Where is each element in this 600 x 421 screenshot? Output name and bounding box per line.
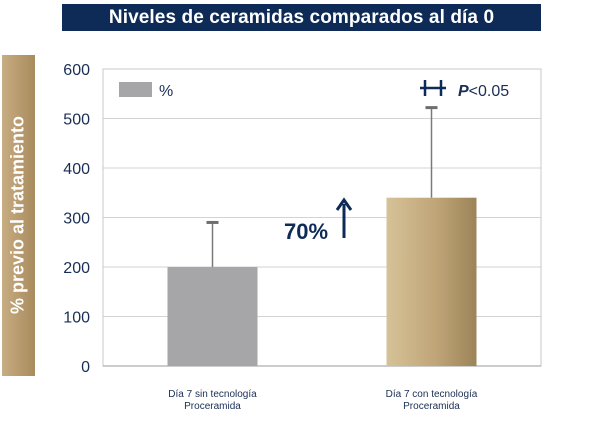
y-tick-label: 600 [63, 62, 90, 79]
bar [167, 267, 258, 366]
x-tick-label: Día 7 con tecnología Proceramida [386, 389, 478, 412]
increase-annotation: 70% [284, 197, 353, 244]
arrow-up-icon [335, 197, 353, 238]
y-tick-labels: 0 100 200 300 400 500 600 [63, 62, 90, 376]
legend-label: % [159, 83, 173, 100]
svg-text:P<0.05: P<0.05 [458, 83, 509, 100]
p-value: <0.05 [469, 83, 510, 100]
bar [386, 197, 477, 366]
chart-title-banner: Niveles de ceramidas comparados al día 0 [62, 4, 541, 31]
y-tick-label: 100 [63, 310, 90, 327]
legend: % [119, 82, 173, 100]
y-tick-label: 0 [81, 359, 90, 376]
y-tick-label: 500 [63, 112, 90, 129]
x-tick-labels: Día 7 sin tecnología Proceramida Día 7 con… [168, 389, 477, 412]
error-bars-layer [206, 106, 438, 267]
significance-marker: P<0.05 [420, 80, 509, 100]
y-tick-label: 300 [63, 211, 90, 228]
legend-swatch [119, 82, 152, 97]
chart-title: Niveles de ceramidas comparados al día 0 [108, 6, 495, 28]
y-axis-label-bar [2, 55, 35, 376]
double-dagger-icon [420, 80, 446, 96]
increase-label: 70% [284, 219, 328, 244]
y-tick-label: 200 [63, 260, 90, 277]
y-tick-label: 400 [63, 161, 90, 178]
bars-layer [167, 197, 477, 366]
x-tick-label: Día 7 sin tecnología Proceramida [168, 389, 257, 412]
p-label: P [458, 83, 469, 100]
